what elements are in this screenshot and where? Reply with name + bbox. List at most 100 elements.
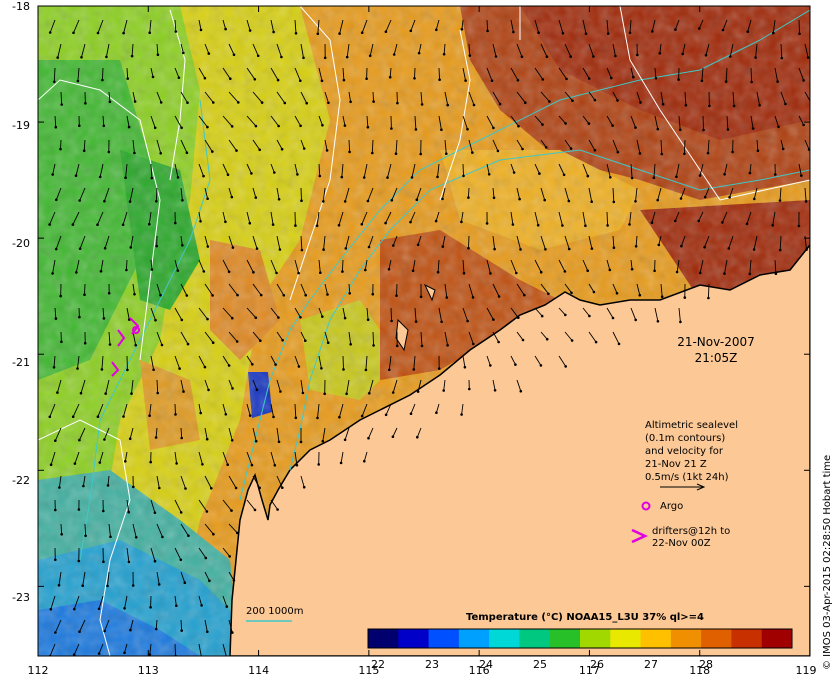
- velocity-arrow-icon: [276, 235, 281, 250]
- velocity-arrow-head-icon: [54, 631, 57, 634]
- velocity-arrow-icon: [361, 19, 368, 33]
- velocity-arrow-head-icon: [122, 415, 125, 418]
- velocity-arrow-icon: [420, 91, 423, 105]
- velocity-arrow-icon: [348, 283, 351, 294]
- velocity-arrow-icon: [726, 115, 729, 130]
- velocity-arrow-head-icon: [489, 272, 492, 275]
- velocity-arrow-icon: [674, 19, 680, 30]
- velocity-arrow-icon: [658, 235, 662, 246]
- velocity-arrow-head-icon: [521, 147, 524, 151]
- velocity-arrow-head-icon: [49, 608, 53, 611]
- velocity-arrow-head-icon: [516, 78, 520, 82]
- velocity-arrow-head-icon: [231, 316, 234, 320]
- velocity-arrow-icon: [564, 331, 573, 341]
- velocity-arrow-head-icon: [411, 269, 415, 273]
- velocity-arrow-icon: [462, 67, 467, 81]
- velocity-arrow-icon: [132, 139, 135, 154]
- velocity-arrow-head-icon: [73, 607, 76, 611]
- velocity-arrow-icon: [252, 283, 262, 296]
- velocity-arrow-icon: [108, 523, 111, 537]
- velocity-arrow-head-icon: [342, 368, 345, 371]
- velocity-arrow-icon: [721, 211, 728, 223]
- velocity-arrow-icon: [270, 259, 277, 274]
- velocity-arrow-icon: [340, 451, 344, 463]
- velocity-arrow-head-icon: [206, 317, 209, 321]
- velocity-arrow-icon: [149, 19, 152, 33]
- velocity-arrow-head-icon: [360, 31, 364, 34]
- velocity-arrow-icon: [148, 211, 152, 225]
- velocity-arrow-head-icon: [258, 148, 262, 152]
- velocity-arrow-head-icon: [410, 176, 414, 179]
- velocity-arrow-head-icon: [807, 148, 810, 151]
- velocity-arrow-icon: [198, 67, 206, 79]
- velocity-arrow-head-icon: [126, 368, 129, 372]
- velocity-arrow-icon: [270, 115, 279, 127]
- velocity-arrow-head-icon: [460, 220, 463, 224]
- velocity-arrow-icon: [728, 235, 734, 249]
- velocity-arrow-icon: [468, 91, 475, 106]
- velocity-arrow-head-icon: [683, 296, 687, 299]
- velocity-arrow-icon: [678, 307, 681, 322]
- velocity-arrow-head-icon: [590, 200, 593, 203]
- velocity-arrow-icon: [534, 307, 543, 317]
- velocity-arrow-icon: [372, 331, 375, 346]
- colorbar-cell: [610, 629, 642, 648]
- velocity-arrow-icon: [342, 307, 346, 319]
- velocity-arrow-icon: [123, 403, 128, 417]
- velocity-arrow-icon: [606, 259, 611, 271]
- velocity-arrow-head-icon: [543, 198, 546, 202]
- velocity-arrow-head-icon: [199, 411, 202, 415]
- velocity-arrow-icon: [174, 643, 177, 656]
- legend-line: (0.1m contours): [645, 433, 725, 444]
- velocity-arrow-icon: [387, 163, 392, 178]
- velocity-arrow-icon: [270, 307, 279, 318]
- velocity-arrow-head-icon: [345, 55, 349, 59]
- velocity-arrow-head-icon: [413, 77, 416, 80]
- velocity-arrow-head-icon: [174, 413, 177, 416]
- axis-ticks: [37, 5, 811, 656]
- velocity-arrow-icon: [651, 211, 656, 223]
- velocity-arrow-icon: [678, 115, 681, 130]
- velocity-arrow-head-icon: [384, 30, 388, 33]
- velocity-arrow-head-icon: [153, 126, 157, 130]
- velocity-arrow-icon: [222, 547, 231, 557]
- velocity-arrow-head-icon: [315, 224, 319, 228]
- velocity-arrow-icon: [368, 379, 374, 394]
- velocity-arrow-icon: [180, 187, 183, 201]
- velocity-arrow-icon: [198, 643, 202, 656]
- velocity-arrow-head-icon: [227, 270, 231, 274]
- velocity-arrow-icon: [124, 643, 128, 653]
- velocity-arrow-head-icon: [614, 54, 617, 58]
- velocity-arrow-head-icon: [206, 197, 209, 200]
- velocity-arrow-icon: [58, 571, 62, 586]
- velocity-arrow-head-icon: [368, 392, 371, 395]
- velocity-arrow-icon: [534, 115, 543, 125]
- velocity-arrow-icon: [100, 259, 104, 272]
- velocity-arrow-icon: [180, 235, 183, 246]
- x-axis-labels: 112 113 114 115 116 117 118 119: [28, 664, 817, 677]
- velocity-arrow-head-icon: [102, 560, 105, 563]
- velocity-arrow-icon: [510, 19, 514, 33]
- x-tick-label: 115: [358, 664, 379, 677]
- credit-text: © IMOS 03-Apr-2015 02:28:50 Hobart time: [822, 455, 833, 670]
- velocity-arrow-head-icon: [280, 55, 283, 59]
- velocity-arrow-head-icon: [184, 487, 187, 490]
- velocity-arrow-icon: [228, 379, 233, 389]
- velocity-arrow-icon: [246, 115, 257, 127]
- velocity-arrow-icon: [492, 187, 495, 198]
- velocity-arrow-head-icon: [387, 267, 391, 271]
- velocity-arrow-icon: [438, 67, 441, 80]
- velocity-arrow-head-icon: [300, 248, 304, 252]
- velocity-arrow-icon: [651, 19, 656, 32]
- velocity-arrow-head-icon: [806, 56, 810, 59]
- velocity-arrow-icon: [683, 139, 686, 154]
- colorbar-tick: 27: [644, 658, 658, 671]
- velocity-arrow-icon: [361, 403, 368, 417]
- velocity-arrow-icon: [612, 91, 618, 101]
- velocity-arrow-icon: [318, 307, 323, 317]
- velocity-arrow-icon: [588, 91, 596, 101]
- velocity-arrow-head-icon: [777, 125, 780, 129]
- velocity-arrow-icon: [780, 43, 783, 59]
- velocity-arrow-head-icon: [182, 390, 185, 393]
- velocity-arrow-icon: [107, 475, 110, 486]
